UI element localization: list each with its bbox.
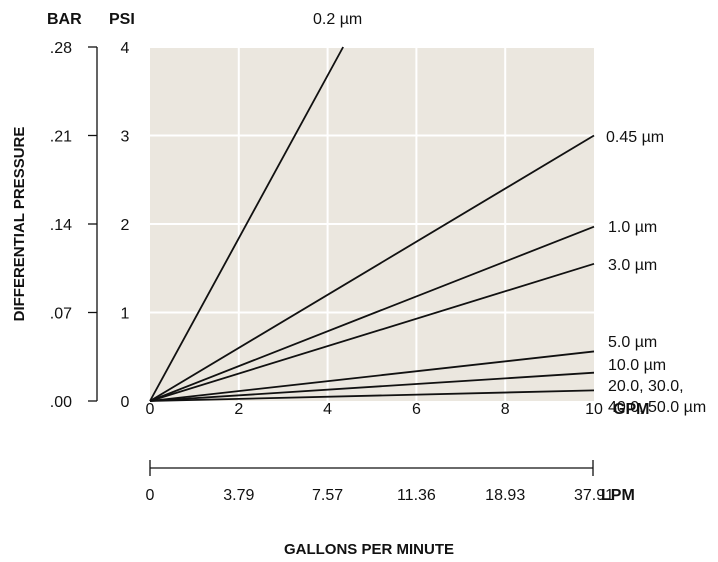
series-label-0-2um: 0.2 µm	[313, 11, 362, 28]
series-line-3	[149, 262, 595, 402]
psi-axis-ticks: 0 1 2 3 4	[121, 40, 130, 411]
grid-lines	[150, 46, 594, 401]
psi-tick-label: 1	[121, 306, 130, 323]
lpm-unit-label: LPM	[601, 487, 635, 504]
series-line-5	[149, 371, 595, 402]
psi-unit-label: PSI	[109, 11, 135, 28]
bar-tick-label: .07	[50, 306, 72, 323]
gpm-unit-label: GPM	[613, 401, 649, 418]
lpm-tick-label: 7.57	[312, 487, 343, 504]
series-lines	[149, 46, 595, 402]
lpm-axis-ticks: 0 3.79 7.57 11.36 18.93 37.91	[146, 487, 615, 504]
psi-tick-label: 4	[121, 40, 130, 57]
lpm-tick-label: 11.36	[397, 487, 436, 504]
psi-tick-label: 2	[121, 217, 130, 234]
psi-tick-label: 0	[121, 394, 130, 411]
gpm-tick-label: 2	[234, 401, 243, 418]
series-label-1-0um: 1.0 µm	[608, 219, 657, 236]
series-line-2	[149, 225, 595, 402]
series-label-0-45um: 0.45 µm	[606, 129, 664, 146]
bar-unit-label: BAR	[47, 11, 82, 28]
lpm-tick-label: 37.91	[574, 487, 614, 504]
gpm-tick-label: 8	[501, 401, 510, 418]
series-label-20-30um: 20.0, 30.0,	[608, 378, 684, 395]
y-axis-title: DIFFERENTIAL PRESSURE	[11, 127, 28, 322]
series-label-40-50um: 40.0, 50.0 µm	[608, 399, 706, 416]
lpm-tick-label: 0	[146, 487, 155, 504]
bar-tick-label: .21	[50, 129, 72, 146]
bar-tick-label: .00	[50, 394, 72, 411]
series-label-3-0um: 3.0 µm	[608, 257, 657, 274]
series-line-6	[149, 389, 595, 402]
lpm-tick-label: 3.79	[223, 487, 254, 504]
series-label-10-0um: 10.0 µm	[608, 357, 666, 374]
lpm-tick-label: 18.93	[485, 487, 525, 504]
gpm-axis-ticks: 0 2 4 6 8 10	[146, 401, 603, 418]
gpm-tick-label: 4	[323, 401, 332, 418]
series-line-4	[149, 350, 595, 402]
gpm-tick-label: 6	[412, 401, 421, 418]
psi-tick-label: 3	[121, 129, 130, 146]
series-label-5-0um: 5.0 µm	[608, 334, 657, 351]
bar-tick-label: .28	[50, 40, 72, 57]
gpm-tick-label: 0	[146, 401, 155, 418]
bar-axis-ticks: .00 .07 .14 .21 .28	[50, 40, 97, 411]
bar-tick-label: .14	[50, 217, 72, 234]
series-line-0	[149, 46, 344, 402]
series-line-1	[149, 134, 595, 402]
x-axis-title: GALLONS PER MINUTE	[284, 541, 454, 558]
series-labels: 0.2 µm 0.45 µm 1.0 µm 3.0 µm 5.0 µm 10.0…	[313, 11, 706, 416]
gpm-tick-label: 10	[585, 401, 603, 418]
